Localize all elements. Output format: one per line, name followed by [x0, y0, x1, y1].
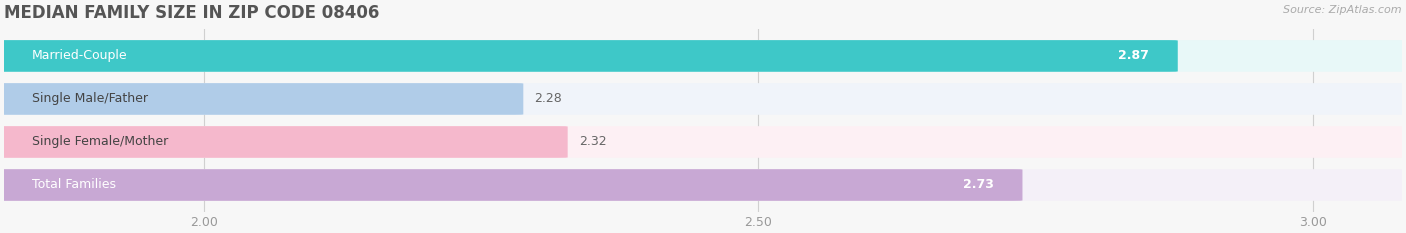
Text: Single Female/Mother: Single Female/Mother: [32, 135, 169, 148]
Text: Total Families: Total Families: [32, 178, 115, 192]
Text: MEDIAN FAMILY SIZE IN ZIP CODE 08406: MEDIAN FAMILY SIZE IN ZIP CODE 08406: [4, 4, 380, 22]
FancyBboxPatch shape: [0, 83, 523, 115]
Text: 2.73: 2.73: [963, 178, 994, 192]
FancyBboxPatch shape: [0, 83, 1406, 115]
Text: Married-Couple: Married-Couple: [32, 49, 128, 62]
Text: 2.32: 2.32: [579, 135, 606, 148]
FancyBboxPatch shape: [0, 169, 1022, 201]
FancyBboxPatch shape: [0, 126, 568, 158]
Text: Source: ZipAtlas.com: Source: ZipAtlas.com: [1284, 5, 1402, 15]
Text: 2.87: 2.87: [1118, 49, 1149, 62]
FancyBboxPatch shape: [0, 40, 1406, 72]
Text: 2.28: 2.28: [534, 93, 562, 106]
FancyBboxPatch shape: [0, 40, 1178, 72]
Text: Single Male/Father: Single Male/Father: [32, 93, 148, 106]
FancyBboxPatch shape: [0, 126, 1406, 158]
FancyBboxPatch shape: [0, 169, 1406, 201]
